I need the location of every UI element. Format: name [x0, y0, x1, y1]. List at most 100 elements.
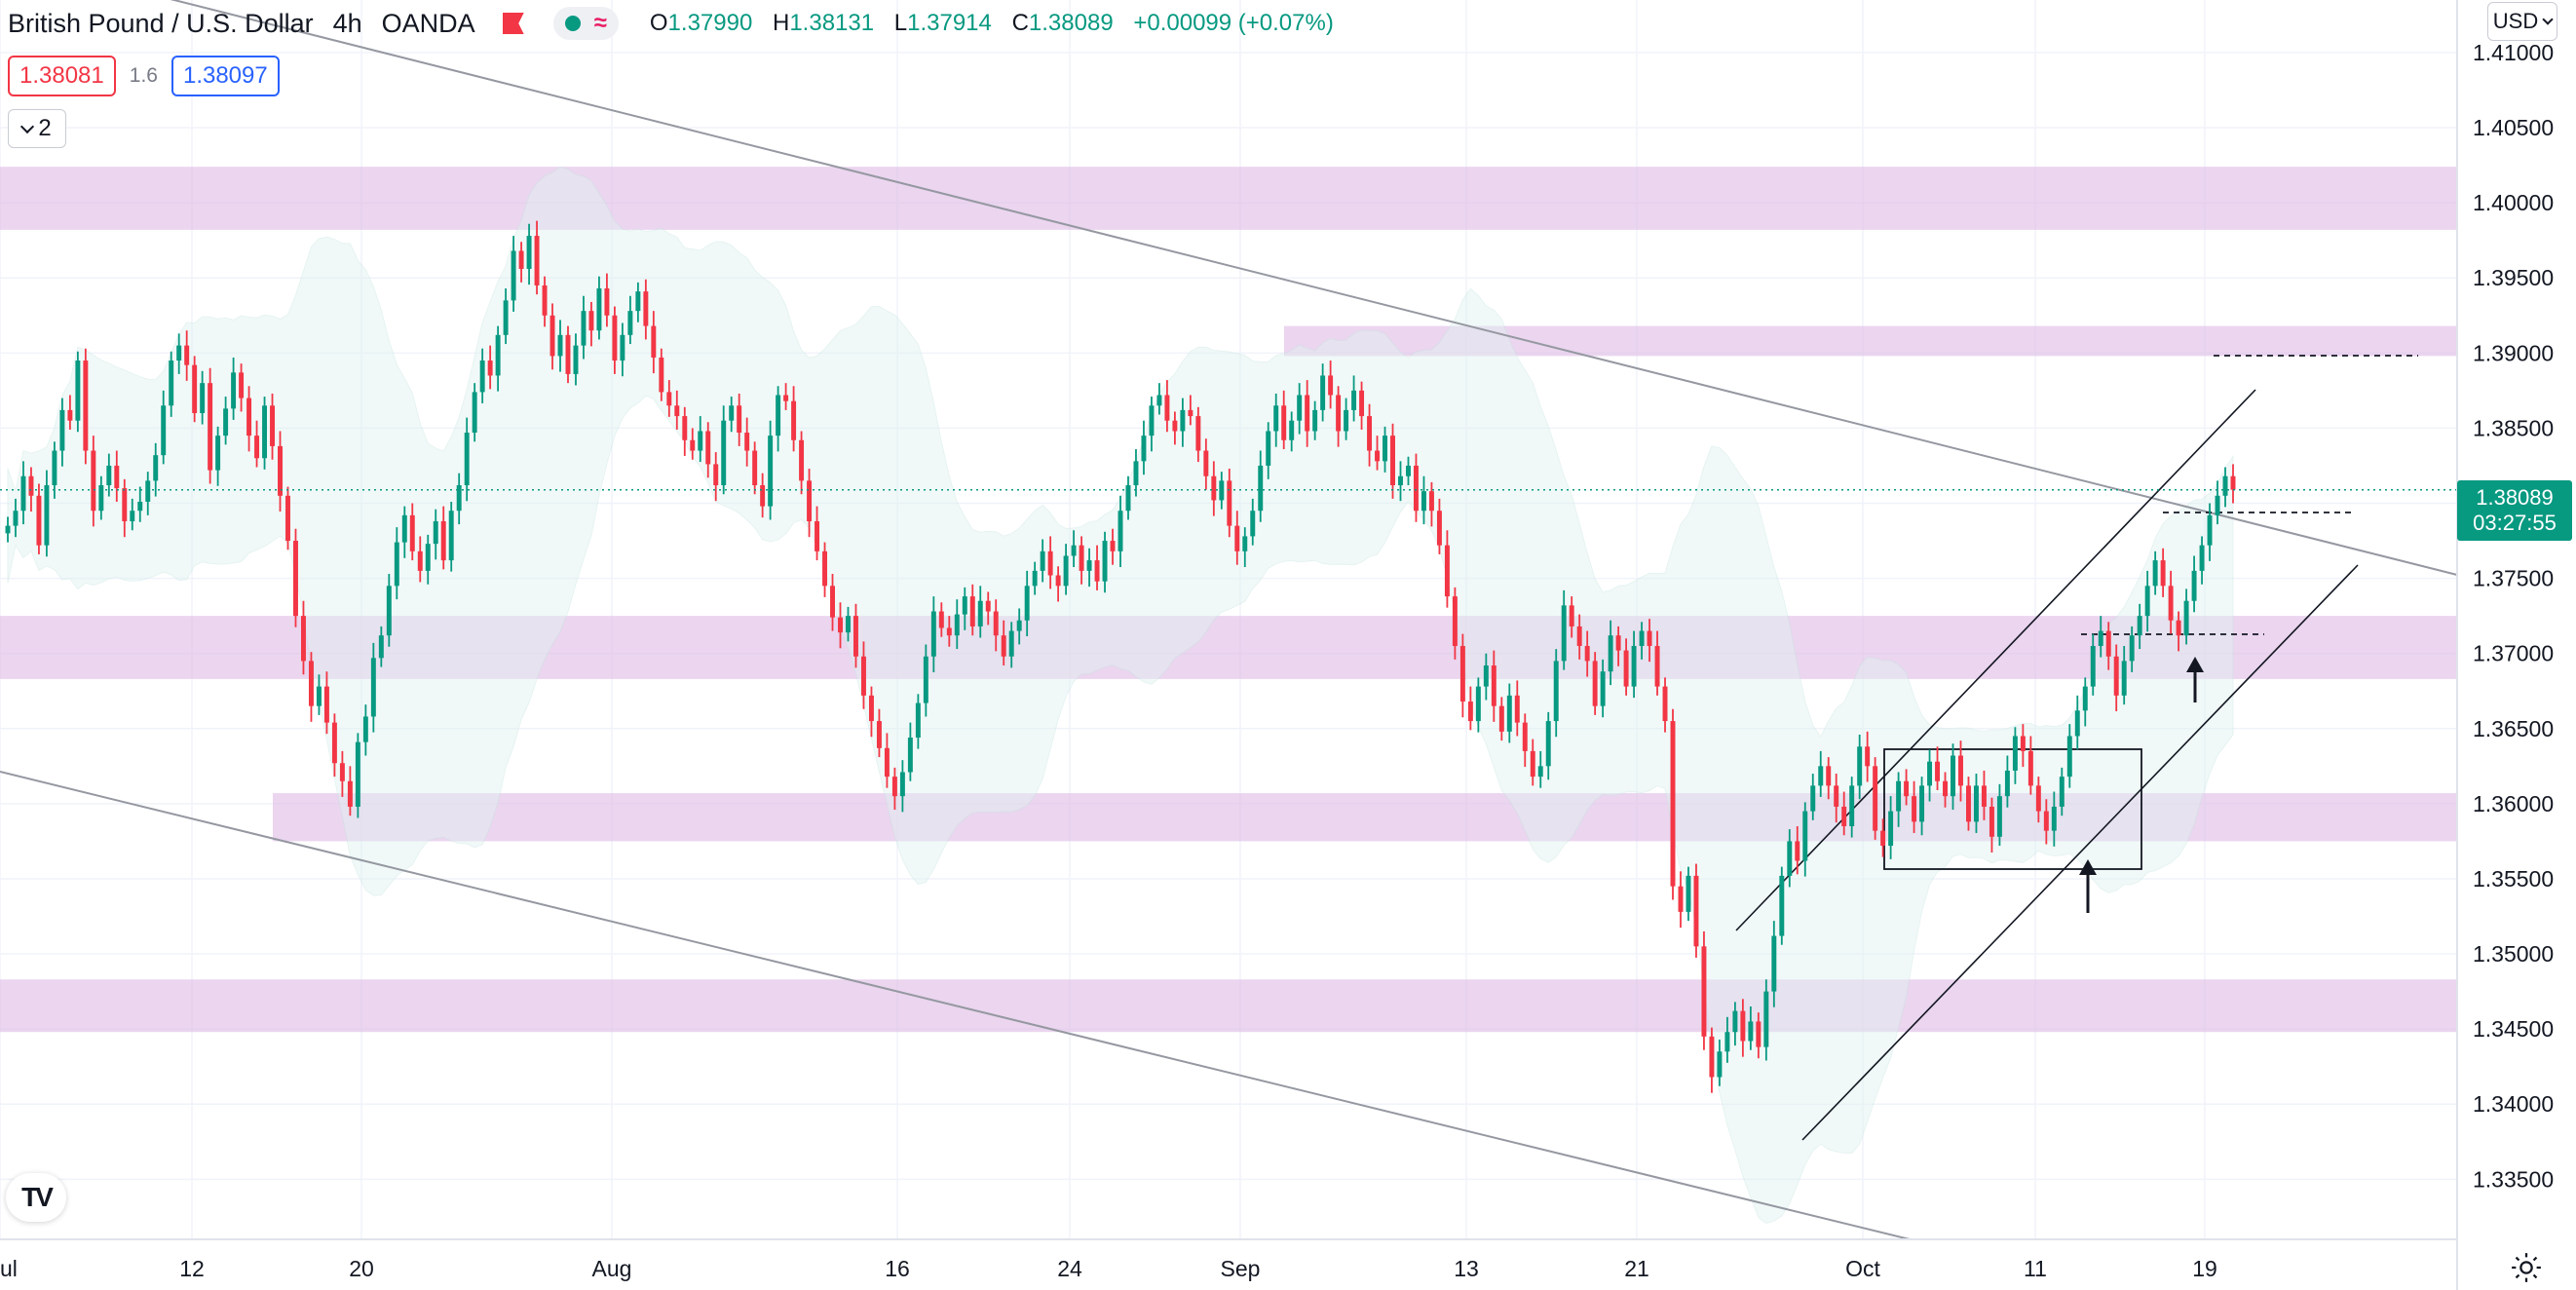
candle-body — [838, 617, 843, 633]
candle-body — [1001, 635, 1006, 657]
candle — [1234, 511, 1240, 565]
candle-body — [355, 741, 360, 807]
candle — [1172, 411, 1178, 445]
candle — [627, 295, 633, 345]
candle — [1662, 677, 1668, 733]
candle-body — [114, 465, 120, 489]
resistance-zone — [273, 793, 2457, 842]
status-dot-icon — [564, 16, 581, 31]
candle — [1615, 626, 1621, 666]
status-pill[interactable]: ≈ — [552, 7, 619, 40]
last-price-value: 1.38089 — [2476, 484, 2554, 510]
sell-button[interactable]: 1.38081 — [8, 56, 116, 96]
candle-body — [417, 550, 423, 571]
candle-body — [1701, 946, 1707, 1037]
candle-body — [1826, 766, 1832, 786]
candle-body — [1475, 686, 1481, 722]
candle-body — [1055, 575, 1061, 587]
candle-body — [1203, 450, 1209, 476]
candle-body — [479, 360, 485, 393]
candle-body — [2152, 560, 2158, 587]
candle — [542, 276, 548, 327]
candle-body — [1063, 555, 1069, 587]
candle-body — [1841, 806, 1847, 826]
candle-body — [1576, 626, 1582, 646]
candle-body — [98, 485, 104, 512]
candle — [1608, 620, 1613, 686]
candle — [659, 348, 664, 401]
candle-body — [565, 334, 571, 374]
candle — [1600, 659, 1606, 718]
interval-label[interactable]: 4h — [332, 8, 362, 38]
candle — [1133, 449, 1139, 497]
candle — [1841, 791, 1847, 836]
candle-body — [1989, 806, 1994, 837]
candle-body — [651, 325, 657, 358]
candle-body — [1686, 875, 1691, 912]
ohlc-values: O1.37990 H1.38131 L1.37914 C1.38089 +0.0… — [649, 10, 1334, 36]
candle — [946, 616, 952, 647]
candle — [1522, 713, 1528, 768]
price-axis-label: 1.40500 — [2473, 115, 2554, 140]
broker-label[interactable]: OANDA — [381, 8, 475, 38]
candle — [1094, 545, 1100, 590]
candle-body — [308, 661, 314, 706]
candle-body — [2129, 635, 2135, 662]
candle — [1779, 866, 1785, 945]
candle-body — [300, 616, 306, 662]
candle-body — [1428, 491, 1434, 512]
candle-body — [59, 409, 65, 451]
candle-body — [1195, 416, 1201, 451]
candle-body — [2113, 656, 2119, 696]
candle-body — [1367, 416, 1373, 451]
candle — [1281, 390, 1287, 450]
gear-icon[interactable] — [2510, 1251, 2543, 1284]
candlesticks — [5, 220, 2236, 1093]
candle — [5, 516, 11, 543]
candle-body — [868, 695, 874, 722]
candle — [852, 603, 858, 668]
candle — [1242, 527, 1248, 568]
candle-body — [1600, 671, 1606, 706]
candle — [331, 713, 337, 778]
candle — [300, 600, 306, 675]
candle — [1686, 866, 1691, 922]
bar-countdown: 03:27:55 — [2473, 511, 2557, 535]
buy-button[interactable]: 1.38097 — [170, 56, 280, 96]
candle-body — [362, 716, 368, 742]
candle — [1149, 397, 1155, 452]
candle — [1857, 734, 1863, 800]
candle — [137, 486, 143, 522]
candle-body — [2222, 475, 2228, 496]
candle — [1888, 796, 1894, 859]
candle-body — [5, 525, 11, 534]
candle — [254, 420, 260, 468]
candle-body — [1180, 409, 1186, 432]
candle — [1110, 528, 1116, 565]
candle — [620, 322, 625, 377]
candle — [122, 478, 128, 538]
candle — [215, 426, 221, 486]
tradingview-logo[interactable]: TV — [6, 1173, 66, 1222]
currency-button[interactable]: USD — [2487, 2, 2557, 41]
change-value: +0.00099 (+0.07%) — [1133, 10, 1334, 36]
candle — [1935, 746, 1941, 790]
candle-body — [1662, 686, 1668, 722]
candle-body — [1336, 395, 1342, 432]
candle-body — [534, 236, 540, 285]
candle-body — [596, 288, 602, 331]
candle-body — [1459, 645, 1465, 702]
price-axis: 1.41000 1.40500 1.40000 1.39500 1.39000 1.385… — [2473, 40, 2554, 1192]
market-closed-flag-icon[interactable] — [502, 13, 524, 34]
candle — [1654, 630, 1660, 696]
candle-body — [1344, 409, 1349, 432]
candle-body — [674, 405, 680, 417]
candle-body — [401, 514, 407, 543]
symbol-title[interactable]: British Pound / U.S. Dollar — [8, 8, 314, 38]
candle-body — [1498, 705, 1504, 732]
candle — [130, 498, 135, 531]
time-axis-label: 19 — [2192, 1256, 2217, 1281]
indicators-toggle-button[interactable]: 2 — [8, 109, 66, 148]
candle — [1118, 495, 1123, 568]
